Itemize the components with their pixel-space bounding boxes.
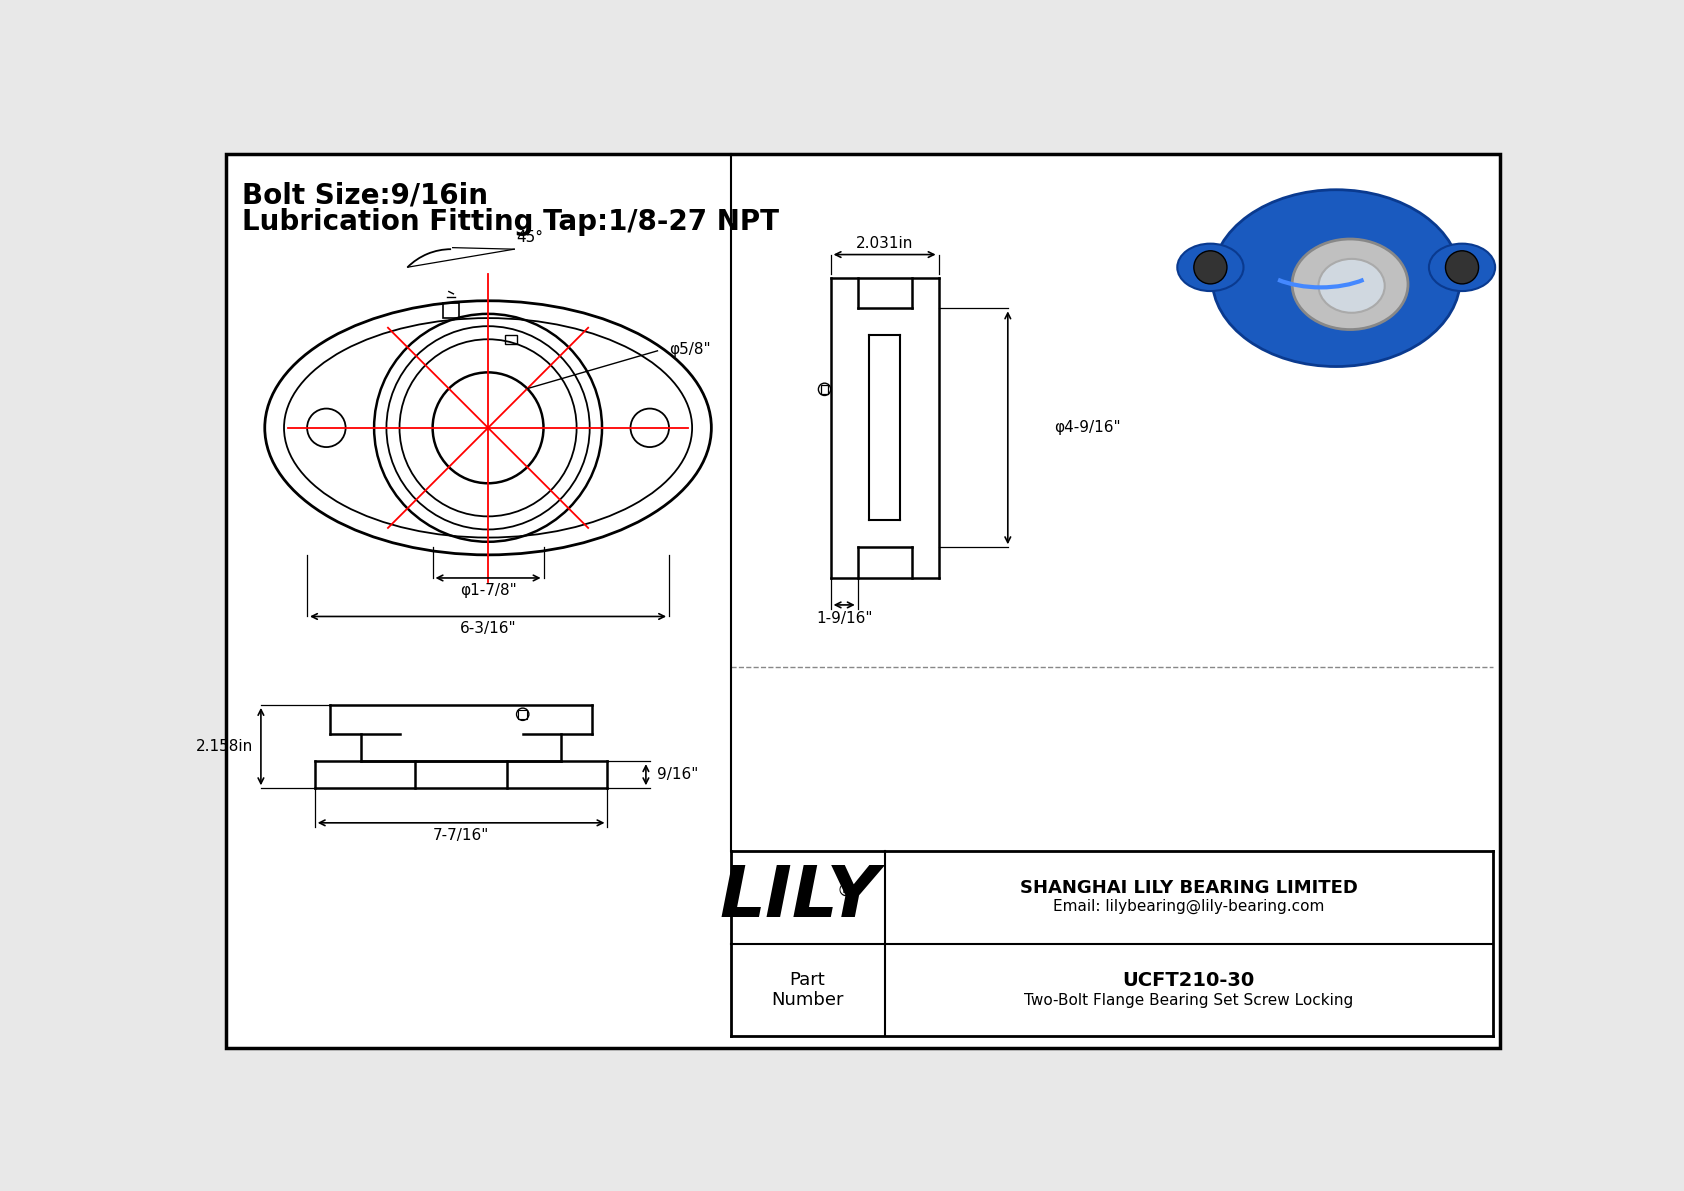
Circle shape: [1194, 251, 1228, 283]
Text: 2.158in: 2.158in: [195, 740, 253, 754]
Text: LILY: LILY: [721, 863, 881, 933]
Text: SHANGHAI LILY BEARING LIMITED: SHANGHAI LILY BEARING LIMITED: [1021, 879, 1357, 897]
Text: φ1-7/8": φ1-7/8": [460, 582, 517, 598]
Text: 6-3/16": 6-3/16": [460, 622, 517, 636]
Bar: [505, 335, 517, 344]
Text: 1-9/16": 1-9/16": [817, 611, 872, 626]
Bar: [519, 710, 527, 719]
Bar: [443, 303, 458, 318]
Text: φ5/8": φ5/8": [669, 342, 711, 357]
Ellipse shape: [1212, 189, 1460, 367]
Text: Lubrication Fitting Tap:1/8-27 NPT: Lubrication Fitting Tap:1/8-27 NPT: [242, 208, 778, 236]
Text: 9/16": 9/16": [657, 767, 699, 782]
Ellipse shape: [1319, 258, 1384, 313]
Circle shape: [1445, 251, 1479, 283]
Text: 2.031in: 2.031in: [855, 236, 913, 250]
Bar: [820, 385, 829, 394]
Text: ®: ®: [837, 883, 855, 900]
Text: φ4-9/16": φ4-9/16": [1054, 420, 1120, 436]
Ellipse shape: [1177, 244, 1243, 291]
Text: Part
Number: Part Number: [771, 971, 844, 1009]
Text: 45°: 45°: [517, 230, 544, 245]
Text: Two-Bolt Flange Bearing Set Screw Locking: Two-Bolt Flange Bearing Set Screw Lockin…: [1024, 993, 1354, 1009]
Text: Email: lilybearing@lily-bearing.com: Email: lilybearing@lily-bearing.com: [1052, 899, 1324, 915]
Ellipse shape: [1292, 239, 1408, 330]
Text: UCFT210-30: UCFT210-30: [1123, 971, 1255, 990]
Ellipse shape: [1430, 244, 1495, 291]
Text: Bolt Size:9/16in: Bolt Size:9/16in: [242, 181, 488, 210]
Bar: [1154, 166, 1485, 381]
Text: 7-7/16": 7-7/16": [433, 828, 490, 843]
